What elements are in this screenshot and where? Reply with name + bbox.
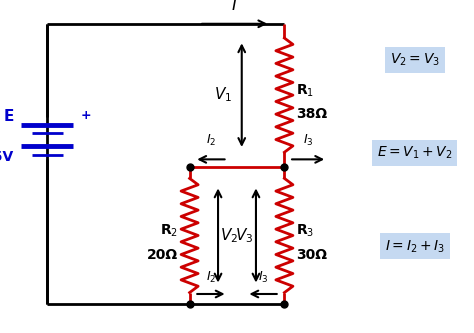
- Text: $I$: $I$: [231, 0, 238, 14]
- Text: R$_3$: R$_3$: [296, 222, 314, 239]
- Text: $E = V_1 + V_2$: $E = V_1 + V_2$: [377, 145, 453, 162]
- Text: $V_2 = V_3$: $V_2 = V_3$: [390, 52, 440, 68]
- Text: $V_3$: $V_3$: [235, 226, 254, 245]
- Text: 20Ω: 20Ω: [146, 247, 178, 261]
- Text: $I_3$: $I_3$: [258, 270, 268, 285]
- Text: 25V: 25V: [0, 150, 14, 164]
- Text: $V_1$: $V_1$: [214, 86, 232, 105]
- Text: $I_2$: $I_2$: [206, 133, 216, 149]
- Text: $I = I_2 + I_3$: $I = I_2 + I_3$: [384, 238, 445, 255]
- Text: $I_2$: $I_2$: [206, 270, 216, 285]
- Text: $I_3$: $I_3$: [303, 133, 313, 149]
- Text: +: +: [81, 109, 91, 122]
- Text: 30Ω: 30Ω: [296, 247, 327, 261]
- Text: E: E: [4, 109, 14, 124]
- Text: $V_2$: $V_2$: [220, 226, 238, 245]
- Text: R$_2$: R$_2$: [160, 222, 178, 239]
- Text: R$_1$: R$_1$: [296, 82, 314, 99]
- Text: 38Ω: 38Ω: [296, 107, 328, 121]
